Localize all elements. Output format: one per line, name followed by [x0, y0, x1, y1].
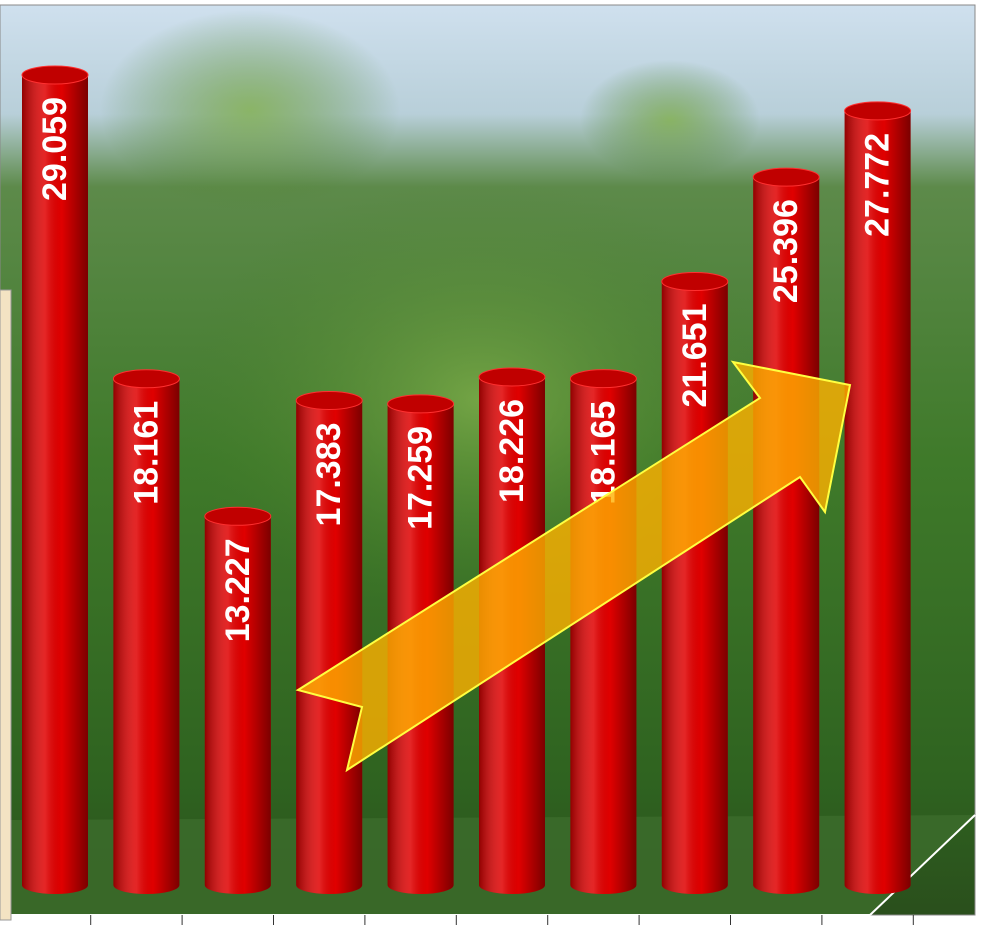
value-label: 29.059	[36, 97, 74, 201]
bar-top	[752, 167, 820, 187]
bar-group: 29.059	[21, 65, 89, 894]
bar-top	[478, 367, 546, 387]
bar-top	[844, 101, 912, 121]
value-label: 18.226	[493, 399, 531, 503]
value-label: 17.259	[402, 426, 440, 530]
floor-edge	[869, 814, 976, 916]
bar-group: 27.772	[844, 101, 912, 894]
value-label: 17.383	[310, 422, 348, 526]
bar-shade	[22, 75, 88, 894]
value-label: 18.165	[584, 401, 622, 505]
value-label: 13.227	[219, 538, 257, 642]
tree	[580, 60, 760, 180]
bar-group: 25.396	[752, 167, 820, 895]
bar-shade	[296, 400, 363, 894]
value-label: 25.396	[767, 199, 805, 303]
bar-shade	[753, 177, 820, 895]
trend-arrow	[295, 360, 852, 773]
bar-shade	[844, 110, 911, 894]
bar-shade	[204, 516, 271, 894]
bar-top	[295, 390, 363, 410]
bar-group: 21.651	[661, 271, 729, 894]
bar-group: 17.383	[295, 390, 363, 894]
bar-top	[661, 271, 729, 291]
bar-group: 18.161	[112, 369, 180, 894]
bar-group: 13.227	[204, 506, 272, 894]
bar-top	[569, 369, 637, 389]
value-label: 18.161	[127, 401, 165, 505]
bar-top	[21, 65, 89, 85]
side-panel	[0, 289, 12, 921]
bar-shade	[113, 378, 180, 894]
value-label: 21.651	[676, 303, 714, 407]
bar-group: 18.165	[569, 369, 637, 894]
value-label: 27.772	[859, 133, 897, 237]
bar-top	[387, 394, 455, 414]
tree	[100, 10, 400, 210]
bar-top	[204, 506, 272, 526]
bar-top	[112, 369, 180, 389]
